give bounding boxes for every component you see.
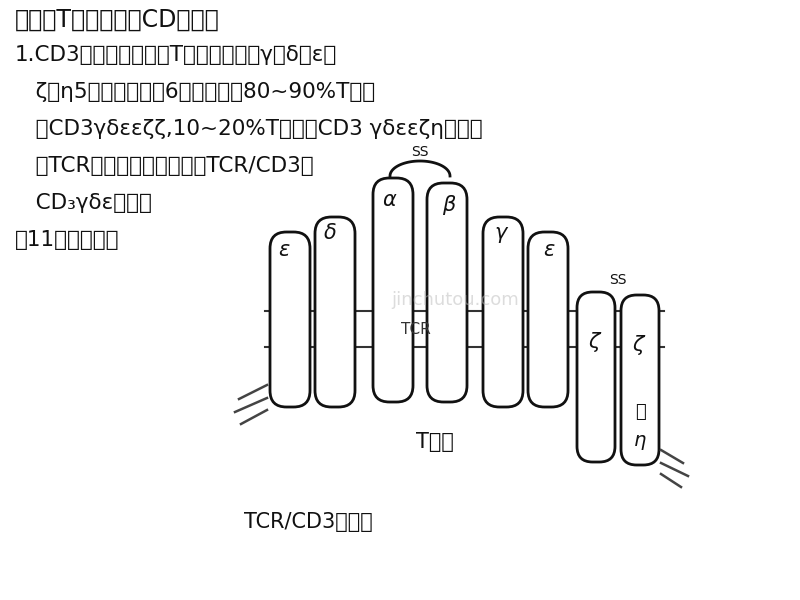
Text: T细胞: T细胞 [416,432,454,452]
Text: SS: SS [411,145,429,159]
FancyBboxPatch shape [373,178,413,402]
FancyBboxPatch shape [427,183,467,402]
Text: ζ: ζ [632,335,644,355]
Text: TCR/CD3结构图: TCR/CD3结构图 [244,512,372,532]
Text: ε: ε [278,240,290,260]
Text: SS: SS [610,273,626,287]
Text: α: α [382,190,396,210]
Text: ζ、η5种多肽链组成6肽复合物（80~90%T细胞: ζ、η5种多肽链组成6肽复合物（80~90%T细胞 [15,82,375,102]
Text: 与TCR形成完整的复合物：TCR/CD3。: 与TCR形成完整的复合物：TCR/CD3。 [15,156,314,176]
Text: 1.CD3：分布于成熟的T细胞表面，由γ、δ、ε、: 1.CD3：分布于成熟的T细胞表面，由γ、δ、ε、 [15,45,338,65]
Text: 为CD3γδεεζζ,10~20%T细胞为CD3 γδεεζη），并: 为CD3γδεεζζ,10~20%T细胞为CD3 γδεεζη），并 [15,119,482,139]
Text: β: β [442,195,456,215]
FancyBboxPatch shape [483,217,523,407]
Text: δ: δ [324,223,336,243]
FancyBboxPatch shape [270,232,310,407]
FancyBboxPatch shape [621,295,659,465]
Text: TCR: TCR [401,322,431,337]
Text: ε: ε [543,240,554,260]
Text: 或: 或 [634,403,646,421]
FancyBboxPatch shape [315,217,355,407]
Text: 于11号染色体。: 于11号染色体。 [15,230,119,250]
Text: γ: γ [495,223,507,243]
Text: 二、与T细胞有关的CD分子：: 二、与T细胞有关的CD分子： [15,8,220,32]
Text: CD₃γδε基因位: CD₃γδε基因位 [15,193,152,213]
Text: ζ: ζ [588,332,600,352]
Text: jinchutou.com: jinchutou.com [391,291,519,309]
Text: η: η [634,431,646,449]
FancyBboxPatch shape [577,292,615,462]
FancyBboxPatch shape [528,232,568,407]
